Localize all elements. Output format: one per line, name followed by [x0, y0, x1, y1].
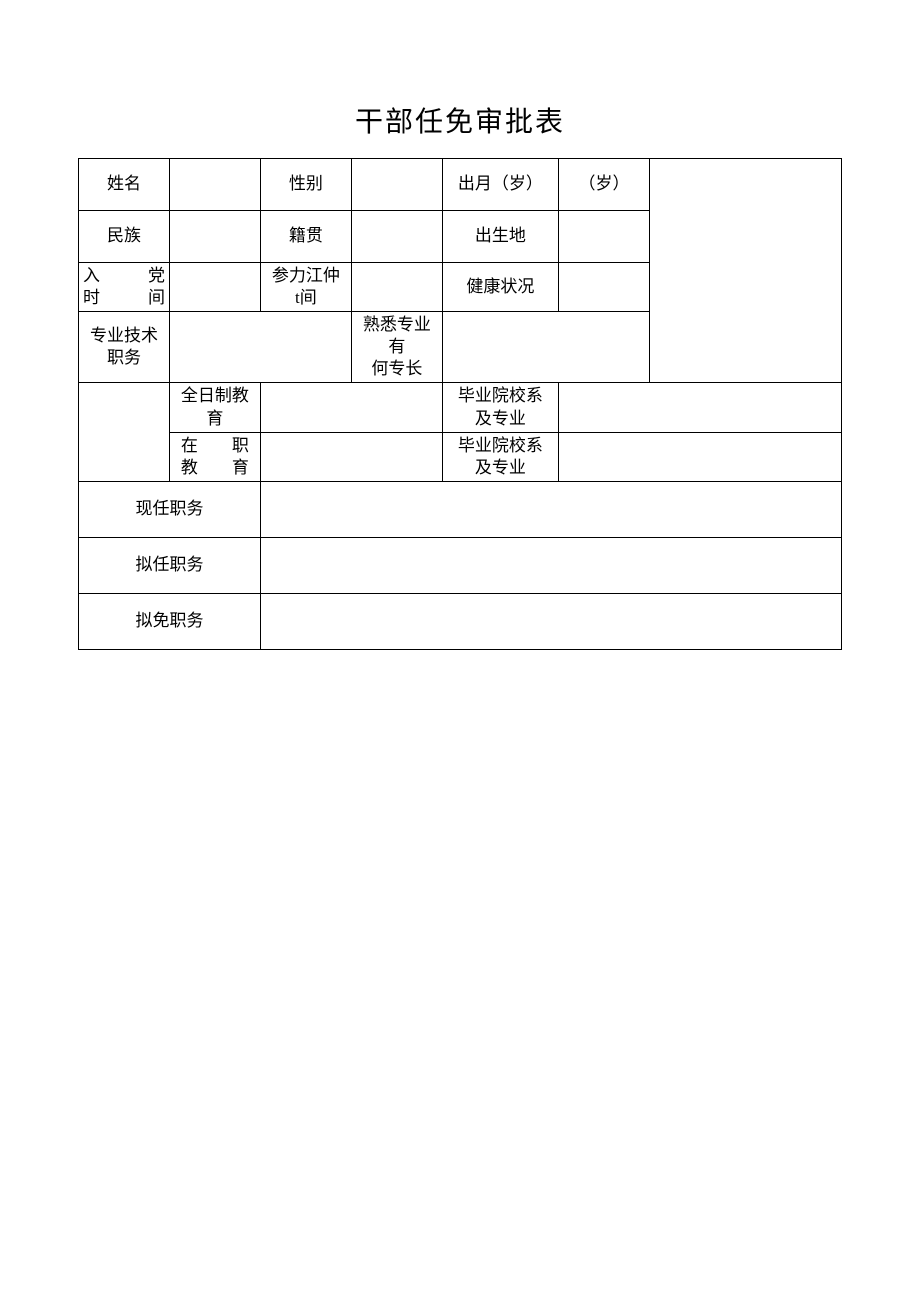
value-party-join [169, 263, 260, 312]
value-native-place [351, 211, 442, 263]
value-gender [351, 159, 442, 211]
value-fulltime-edu [260, 383, 442, 432]
label-education-group [79, 383, 170, 481]
label-grad-school-1: 毕业院校系 及专业 [442, 383, 558, 432]
value-current-position [260, 481, 841, 537]
label-specialty: 熟悉专业有 何专长 [351, 312, 442, 383]
photo-cell [649, 159, 841, 383]
label-birth-age: 出月（岁） [442, 159, 558, 211]
table-row: 现任职务 [79, 481, 842, 537]
label-birthplace: 出生地 [442, 211, 558, 263]
label-name: 姓名 [79, 159, 170, 211]
value-inservice-edu [260, 432, 442, 481]
value-age-suffix: （岁） [559, 159, 650, 211]
value-removed-position [260, 593, 841, 649]
label-party-join: 入 党 时 间 [79, 263, 170, 312]
value-birthplace [559, 211, 650, 263]
value-tech-title [169, 312, 351, 383]
label-removed-position: 拟免职务 [79, 593, 261, 649]
label-inservice-edu: 在 职 教 育 [169, 432, 260, 481]
value-specialty [442, 312, 649, 383]
value-work-time [351, 263, 442, 312]
label-tech-title: 专业技术 职务 [79, 312, 170, 383]
value-ethnicity [169, 211, 260, 263]
label-gender: 性别 [260, 159, 351, 211]
table-row: 拟免职务 [79, 593, 842, 649]
label-health: 健康状况 [442, 263, 558, 312]
value-name [169, 159, 260, 211]
document-title: 干部任免审批表 [78, 100, 842, 140]
value-fulltime-school [559, 383, 842, 432]
label-fulltime-edu: 全日制教育 [169, 383, 260, 432]
table-row: 拟任职务 [79, 537, 842, 593]
label-current-position: 现任职务 [79, 481, 261, 537]
approval-form-table: 姓名 性别 出月（岁） （岁） 民族 籍贯 出生地 入 党 时 间 参力 [78, 158, 842, 650]
document-page: 干部任免审批表 姓名 性别 出月（岁） （岁） 民族 籍贯 出生地 [0, 0, 920, 650]
value-inservice-school [559, 432, 842, 481]
table-row: 姓名 性别 出月（岁） （岁） [79, 159, 842, 211]
label-ethnicity: 民族 [79, 211, 170, 263]
label-proposed-position: 拟任职务 [79, 537, 261, 593]
table-row: 全日制教育 毕业院校系 及专业 [79, 383, 842, 432]
table-row: 在 职 教 育 毕业院校系 及专业 [79, 432, 842, 481]
value-proposed-position [260, 537, 841, 593]
value-health [559, 263, 650, 312]
label-grad-school-2: 毕业院校系 及专业 [442, 432, 558, 481]
label-work-time: 参力江仲 t间 [260, 263, 351, 312]
label-native-place: 籍贯 [260, 211, 351, 263]
